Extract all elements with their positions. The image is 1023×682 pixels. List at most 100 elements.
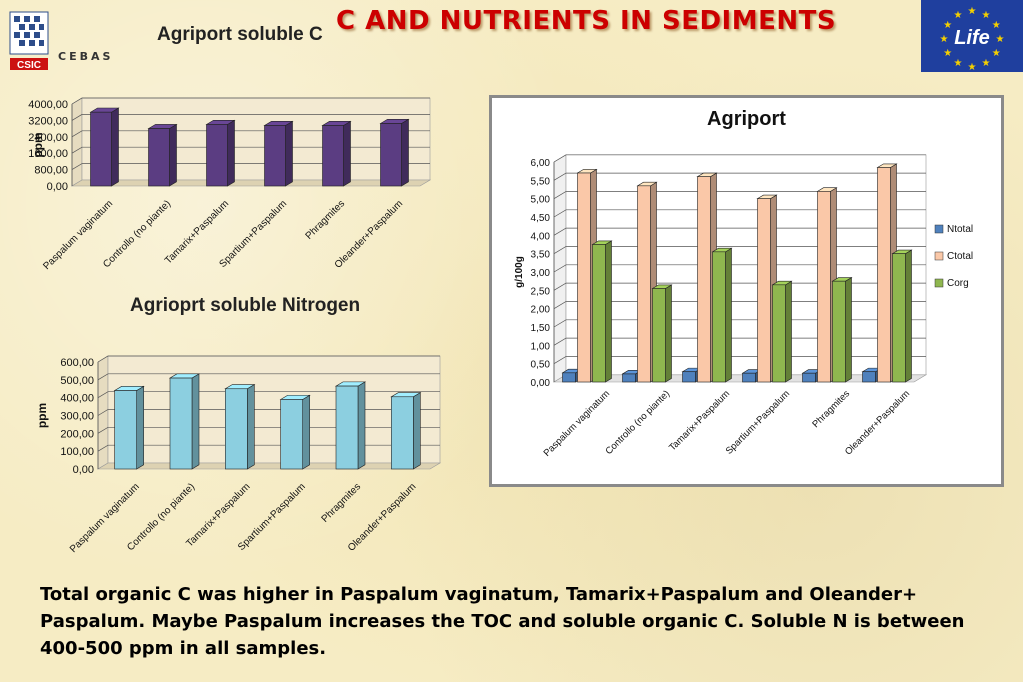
agriport-y-tick-label: 4,50 [531, 213, 551, 224]
agriport-bar-side [605, 240, 612, 383]
soluble-n-bar [390, 392, 422, 470]
soluble-c-x-tick-label: Spartium+Paspalum [217, 198, 289, 270]
soluble-c-bar [147, 123, 178, 187]
eu-star-icon: ★ [982, 10, 991, 21]
eu-star-icon: ★ [968, 6, 977, 17]
agriport-y-tick-label: 4,00 [531, 231, 551, 242]
agriport-gridline [553, 154, 926, 163]
soluble-c-bar [263, 120, 294, 187]
soluble-n-bar-side [247, 384, 255, 470]
agriport-legend-label: Ntotal [947, 224, 973, 235]
soluble-c-bar-side [285, 120, 293, 187]
caption-text: Total organic C was higher in Paspalum v… [40, 584, 965, 659]
soluble-c-bar [379, 118, 410, 187]
soluble-n-bar [334, 381, 367, 470]
soluble-c-y-tick-label: 800,00 [34, 165, 68, 177]
csic-logo-text: CSIC [17, 60, 41, 71]
agriport-legend-label: Corg [947, 278, 969, 289]
soluble-c-x-tick-label: Tamarix+Paspalum [163, 198, 231, 266]
agriport-y-tick-label: 0,00 [531, 378, 551, 389]
soluble-n-floor [96, 462, 442, 470]
soluble-n-y-tick-label: 0,00 [73, 464, 94, 476]
agriport-gridline [553, 227, 926, 236]
soluble-n-bar-side [191, 373, 200, 470]
eu-stars-icon: ★★★★★★★★★ ★ ★★ [940, 6, 1005, 73]
eu-star-icon: ★ [943, 48, 952, 59]
soluble-n-y-tick-label: 100,00 [60, 446, 94, 458]
agriport-plot: 0,00 0,50 1,00 1,50 2,00 2,50 3,00 3,50 4,00 4,50… [514, 154, 973, 459]
soluble-n-bar-side [136, 385, 144, 470]
agriport-bar-front [712, 251, 726, 383]
agriport-bar-front [832, 280, 846, 383]
soluble-c-y-tick-label: 1600,00 [28, 148, 68, 160]
agriport-y-tick-label: 5,00 [531, 195, 551, 206]
agriport-bar-front [637, 185, 651, 383]
agriport-y-tick-label: 3,00 [531, 268, 551, 279]
soluble-n-y-tick-label: 300,00 [60, 411, 94, 423]
soluble-c-bar-front [148, 128, 170, 187]
soluble-n-gridline [97, 355, 440, 363]
soluble-n-bar-side [413, 392, 421, 470]
agriport-x-tick-label: Phragmites [810, 388, 852, 430]
soluble-c-bar [89, 107, 120, 187]
soluble-c-floor [70, 179, 432, 187]
agriport-x-tick-label: Tamarix+Paspalum [667, 388, 732, 453]
agriport-gridline [553, 172, 926, 181]
soluble-c-gridline [71, 114, 430, 121]
soluble-c-bar-side [169, 123, 177, 187]
agriport-bar-side [725, 247, 732, 383]
soluble-c-bar-side [227, 119, 235, 187]
agriport-bar [651, 284, 673, 383]
agriport-bar [591, 240, 613, 383]
agriport-legend-swatch [934, 251, 944, 261]
agriport-gridline [553, 191, 926, 199]
agriport-gridline [553, 337, 926, 346]
agriport-bar-front [817, 191, 831, 383]
soluble-c-bar [321, 120, 352, 187]
life-logo: ★ ★ ★ ★ ★ ★ ★ ★ ★ ★ ★ ★ Life [921, 0, 1023, 73]
soluble-c-x-tick-label: Phragmites [304, 198, 348, 242]
soluble-n-gridline [97, 373, 440, 381]
agriport-gridline [553, 246, 926, 254]
agriport-legend-swatch [934, 278, 944, 288]
agriport-bar-side [785, 280, 792, 383]
agriport-bar [771, 280, 793, 383]
chart-soluble-n: 0,00 100,00 200,00 300,00 400,00 500,00 600,00… [35, 355, 442, 555]
soluble-n-bar [224, 384, 256, 470]
chart-soluble-n-title: Agrioprt soluble Nitrogen [130, 295, 361, 316]
soluble-n-gridline [97, 426, 440, 434]
agriport-bar-front [697, 176, 711, 383]
soluble-n-y-axis-label: ppm [35, 403, 49, 428]
soluble-n-y-tick-label: 200,00 [60, 428, 94, 440]
soluble-n-bar [168, 373, 201, 470]
agriport-y-tick-label: 1,00 [531, 341, 551, 352]
agriport-x-tick-label: Controllo (no piante) [603, 388, 672, 457]
page-title: C AND NUTRIENTS IN SEDIMENTS [336, 6, 837, 36]
soluble-n-bar [113, 385, 145, 470]
agriport-y-tick-label: 2,00 [531, 305, 551, 316]
agriport-bar-front [682, 371, 696, 383]
agriport-bar-front [802, 372, 816, 383]
agriport-x-tick-label: Paspalum vaginatum [542, 388, 613, 459]
soluble-c-bar-front [322, 125, 344, 187]
csic-logo: CSIC [8, 10, 56, 72]
soluble-n-bar-front [391, 396, 414, 470]
agriport-bar-front [877, 167, 891, 383]
eu-star-icon: ★ [992, 20, 1001, 31]
soluble-n-x-tick-label: Phragmites [320, 481, 364, 525]
soluble-c-y-tick-label: 4000,00 [28, 99, 68, 111]
soluble-n-gridline [97, 409, 440, 416]
agriport-bar-front [577, 172, 591, 383]
agriport-gridline [553, 282, 926, 291]
agriport-bar-front [562, 372, 576, 383]
soluble-n-y-tick-label: 500,00 [60, 375, 94, 387]
agriport-bar [831, 277, 853, 383]
eu-star-icon: ★ [968, 62, 977, 72]
eu-star-icon: ★ [954, 58, 963, 69]
chart-agriport: 0,00 0,50 1,00 1,50 2,00 2,50 3,00 3,50 4,00 4,50… [514, 154, 973, 459]
agriport-y-tick-label: 5,50 [531, 176, 551, 187]
agriport-gridline [553, 319, 926, 328]
agriport-y-tick-label: 2,50 [531, 286, 551, 297]
soluble-n-gridline [97, 444, 440, 452]
soluble-n-bar-front [335, 385, 359, 470]
